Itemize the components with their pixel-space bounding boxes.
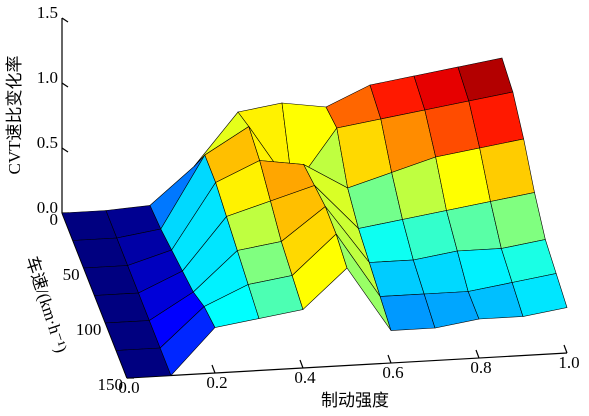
z-tick: [61, 147, 69, 153]
x-axis-title: 制动强度: [321, 391, 389, 410]
x-tick-label: 0.0: [118, 378, 139, 397]
x-tick: [563, 344, 568, 354]
y-tick-label: 50: [63, 265, 80, 284]
y-tick-label: 100: [76, 320, 102, 339]
x-tick-label: 0.4: [294, 368, 316, 387]
z-tick: [61, 82, 69, 88]
x-tick: [387, 354, 392, 364]
z-axis-title: CVT速比变化率: [5, 56, 24, 175]
y-tick-label: 150: [98, 375, 124, 394]
x-tick-label: 1.0: [558, 353, 579, 372]
x-tick-label: 0.8: [470, 358, 491, 377]
x-tick: [475, 349, 480, 359]
x-tick: [211, 364, 216, 374]
y-tick-label: 0: [50, 210, 59, 229]
surface-patch: [511, 273, 568, 317]
x-tick: [299, 359, 304, 369]
z-tick-label: 0.5: [37, 133, 58, 152]
x-tick-label: 0.6: [382, 363, 403, 382]
x-tick-label: 0.2: [206, 373, 227, 392]
z-tick-label: 1.5: [37, 3, 58, 22]
z-tick: [61, 17, 69, 23]
z-tick-label: 0.0: [37, 198, 58, 217]
z-tick-label: 1.0: [37, 68, 58, 87]
x-axis: [126, 352, 568, 379]
